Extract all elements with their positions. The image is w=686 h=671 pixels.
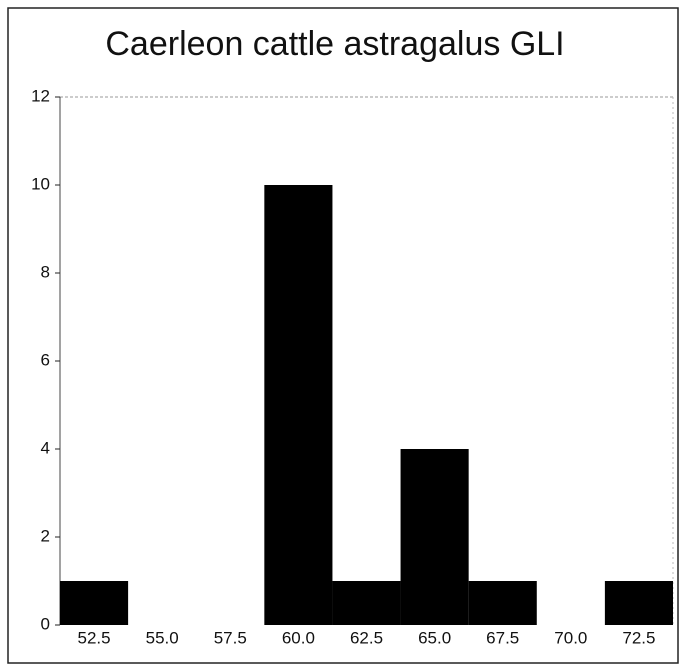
y-tick-label: 0	[41, 614, 50, 633]
y-tick-label: 12	[31, 86, 50, 105]
y-tick-label: 4	[41, 438, 50, 457]
x-tick-label: 62.5	[350, 628, 383, 647]
y-tick-label: 10	[31, 174, 50, 193]
bar	[400, 449, 469, 625]
bar	[264, 185, 333, 625]
x-tick-label: 60.0	[282, 628, 315, 647]
y-tick-label: 2	[41, 526, 50, 545]
x-tick-label: 55.0	[146, 628, 179, 647]
chart-title: Caerleon cattle astragalus GLI	[105, 25, 564, 63]
x-tick-label: 65.0	[418, 628, 451, 647]
frame	[7, 7, 679, 664]
x-tick-label: 67.5	[486, 628, 519, 647]
bar	[332, 581, 401, 625]
x-tick-label: 70.0	[554, 628, 587, 647]
bar	[468, 581, 537, 625]
bar	[604, 581, 673, 625]
y-tick-label: 8	[41, 262, 50, 281]
bar	[60, 581, 129, 625]
x-tick-label: 57.5	[214, 628, 247, 647]
x-tick-label: 52.5	[78, 628, 111, 647]
y-tick-label: 6	[41, 350, 50, 369]
x-tick-label: 72.5	[622, 628, 655, 647]
